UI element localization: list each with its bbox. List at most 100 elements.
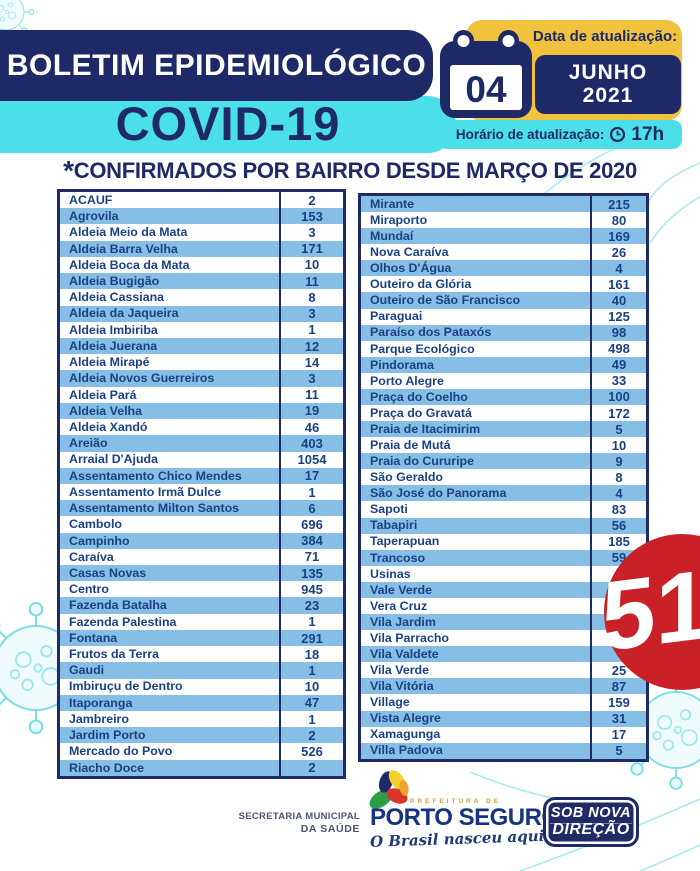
bairro-name: Village <box>370 695 410 710</box>
bairro-value: 87 <box>590 678 646 695</box>
table-row: Aldeia Cassiana 8 <box>60 289 343 306</box>
sticker-51: 51 <box>601 534 700 690</box>
bairro-value: 8 <box>279 289 343 306</box>
bairro-value: 6 <box>279 500 343 517</box>
bairro-value: 1 <box>279 321 343 338</box>
bairro-value: 80 <box>590 212 646 229</box>
bairro-name: Assentamento Chico Mendes <box>69 468 242 483</box>
bairro-value: 5 <box>590 421 646 438</box>
bairro-name: Olhos D'Água <box>370 261 452 276</box>
bairro-name: ACAUF <box>69 192 113 207</box>
bairro-value <box>590 597 646 615</box>
health-department-label: SECRETARIA MUNICIPAL DA SAÚDE <box>238 811 360 835</box>
bairro-value: 10 <box>279 256 343 274</box>
bairro-value: 8 <box>590 469 646 486</box>
bairro-value: 10 <box>590 437 646 454</box>
table-row: Vila Jardim <box>361 614 646 631</box>
table-row: Centro 945 <box>60 581 343 598</box>
bairro-value: 11 <box>279 273 343 290</box>
table-row: Parque Ecológico 498 <box>361 340 646 357</box>
bairro-name: Praça do Coelho <box>370 389 468 404</box>
table-row: São Geraldo 8 <box>361 469 646 486</box>
bairro-value: 10 <box>279 678 343 695</box>
table-row: Arraial D'Ajuda 1054 <box>60 451 343 468</box>
footnote-asterisk: * <box>63 155 74 186</box>
bairro-value: 17 <box>279 467 343 484</box>
month-year-box: JUNHO 2021 <box>535 55 681 114</box>
table-title: *CONFIRMADOS POR BAIRRO DESDE MARÇO DE 2… <box>63 155 637 186</box>
table-row: Vila Parracho <box>361 630 646 647</box>
prefeitura-label: PREFEITURA DE <box>410 798 502 805</box>
bulletin-title-band: BOLETIM EPIDEMIOLÓGICO <box>0 30 433 101</box>
bairro-name: Tabapiri <box>370 518 418 533</box>
table-row: Vila Vitória 87 <box>361 678 646 695</box>
bairro-value: 498 <box>590 340 646 357</box>
bairro-value: 2 <box>279 727 343 744</box>
bairro-value <box>590 565 646 582</box>
table-row: Xamagunga 17 <box>361 726 646 743</box>
month-label: JUNHO <box>568 61 648 85</box>
bairro-value: 1 <box>279 613 343 630</box>
bairro-value: 3 <box>279 224 343 241</box>
bairro-name: Itaporanga <box>69 695 133 710</box>
table-row: Praia de Mutá 10 <box>361 437 646 454</box>
table-row: Mirante 215 <box>361 196 646 213</box>
bairro-name: Praia de Mutá <box>370 438 451 452</box>
table-row: Aldeia Juerana 12 <box>60 337 343 355</box>
bairro-name: Outeiro da Glória <box>370 277 472 292</box>
update-date-label: Data de atualização: <box>532 28 678 45</box>
table-row: Riacho Doce 2 <box>60 759 343 776</box>
bairro-name: Aldeia Barra Velha <box>69 241 178 256</box>
bairro-value: 3 <box>279 305 343 322</box>
table-row: Vista Alegre 31 <box>361 710 646 727</box>
bairro-name: Jambreiro <box>69 711 129 726</box>
table-row: São José do Panorama 4 <box>361 485 646 502</box>
table-row: Imbiruçu de Dentro 10 <box>60 678 343 695</box>
bairro-name: Riacho Doce <box>69 760 145 775</box>
table-row: Areião 403 <box>60 435 343 452</box>
bairro-name: Xamagunga <box>370 727 441 742</box>
table-row: Fazenda Batalha 23 <box>60 597 343 614</box>
bairro-name: Aldeia Boca da Mata <box>69 257 190 272</box>
bairro-value: 1054 <box>279 451 343 468</box>
bairro-name: Cambolo <box>69 517 123 532</box>
bairro-name: Vila Vitória <box>370 679 434 694</box>
bairro-value: 215 <box>590 196 646 213</box>
table-row: Tabapiri 56 <box>361 517 646 534</box>
bairro-value: 33 <box>590 372 646 389</box>
bairro-value: 169 <box>590 228 646 245</box>
bairro-value: 403 <box>279 435 343 452</box>
table-row: Cambolo 696 <box>60 516 343 533</box>
table-row: Village 159 <box>361 694 646 711</box>
covid-title: COVID-19 <box>115 97 341 150</box>
bairro-name: Vila Verde <box>370 663 430 678</box>
bairro-value: 56 <box>590 517 646 534</box>
bairro-name: Pindorama <box>370 357 435 372</box>
bairro-name: Fazenda Batalha <box>69 598 167 613</box>
table-row: Jardim Porto 2 <box>60 727 343 744</box>
table-row: Caraíva 71 <box>60 548 343 566</box>
bairro-name: Assentamento Milton Santos <box>69 501 240 516</box>
cases-table-left: ACAUF 2 Agrovila 153 Aldeia Meio da Mata 3 Ald… <box>57 189 346 779</box>
bairro-value: 100 <box>590 388 646 406</box>
table-row: Nova Caraíva 26 <box>361 244 646 261</box>
bairro-value: 1 <box>279 711 343 728</box>
bairro-name: Vale Verde <box>370 582 433 597</box>
bairro-value: 98 <box>590 324 646 341</box>
table-row: Sapoti 83 <box>361 501 646 518</box>
table-row: Mundaí 169 <box>361 228 646 245</box>
table-row: Itaporanga 47 <box>60 694 343 711</box>
bairro-name: Usinas <box>370 566 411 581</box>
bairro-value: 945 <box>279 581 343 598</box>
table-row: Trancoso 59 <box>361 549 646 566</box>
sticker-51-number: 51 <box>601 547 700 673</box>
bairro-name: Gaudi <box>69 663 105 678</box>
table-row: Gaudi 1 <box>60 662 343 679</box>
bairro-value <box>590 630 646 647</box>
bairro-value: 171 <box>279 240 343 257</box>
update-time-bar: Horário de atualização: 17h <box>438 120 682 149</box>
bairro-name: Vera Cruz <box>370 598 428 613</box>
bairro-value: 125 <box>590 308 646 325</box>
bairro-name: Jardim Porto <box>69 728 146 743</box>
bairro-value: 11 <box>279 386 343 403</box>
